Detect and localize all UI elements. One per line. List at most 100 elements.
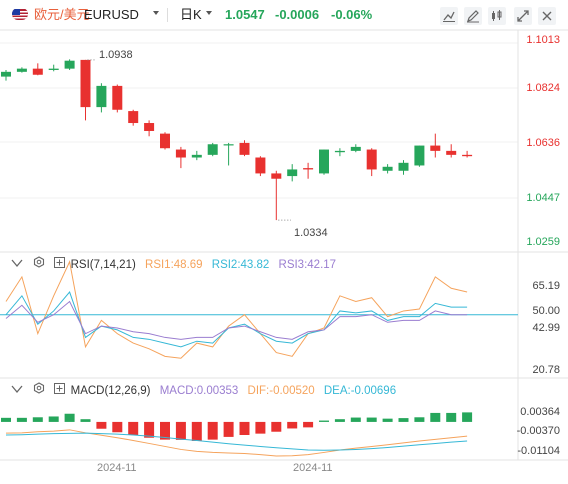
candle-body <box>430 145 441 151</box>
chevron-down-icon[interactable] <box>153 11 159 15</box>
macd-bar <box>191 421 202 441</box>
macd-bar <box>160 421 170 440</box>
eu-us-flag-icon <box>12 8 28 20</box>
candle-body <box>303 168 314 170</box>
price-tick: 1.0447 <box>526 192 560 204</box>
pencil-icon <box>467 10 479 23</box>
macd-bar <box>255 421 266 434</box>
candle-body <box>48 68 59 70</box>
gear-icon[interactable] <box>33 256 45 273</box>
macd-bar <box>398 418 409 422</box>
macd-bar <box>144 421 155 438</box>
dea-value: DEA:-0.00696 <box>323 384 397 397</box>
candle-body <box>207 144 218 155</box>
high-annotation: 1.0938 <box>99 49 133 61</box>
candle-body <box>191 154 202 158</box>
close-button[interactable] <box>538 7 556 25</box>
candle-body <box>32 68 43 75</box>
indicator-icon <box>443 11 455 22</box>
candle-body <box>96 85 107 108</box>
candle-body <box>64 60 75 69</box>
expand-box-icon[interactable] <box>54 256 66 273</box>
rsi2-value: RSI2:43.82 <box>211 258 270 271</box>
macd-tick: -0.00370 <box>516 425 560 437</box>
symbol-name[interactable]: 欧元/美元 <box>34 7 90 22</box>
candle-body <box>319 149 329 174</box>
macd-bar <box>462 412 473 422</box>
expand-box-icon[interactable] <box>54 382 66 399</box>
period-selector[interactable]: 日K <box>180 7 202 22</box>
candle-body <box>366 149 377 170</box>
macd-bar <box>16 417 27 422</box>
macd-bar <box>112 421 123 433</box>
rsi-title: RSI(7,14,21) <box>70 258 136 271</box>
macd-bar <box>430 412 441 422</box>
eye-icon[interactable] <box>10 383 24 399</box>
price-change-pct: -0.06% <box>331 7 373 22</box>
macd-bar <box>366 417 377 422</box>
fullscreen-button[interactable] <box>514 7 532 25</box>
candle-body <box>334 150 345 153</box>
dif-value: DIF:-0.00520 <box>247 384 315 397</box>
rsi-tick: 50.00 <box>532 305 560 317</box>
candle-body <box>382 166 393 171</box>
candle-body <box>16 68 27 72</box>
candle-body <box>112 85 123 110</box>
macd-header: MACD(12,26,9) MACD:0.00353 DIF:-0.00520 … <box>10 382 402 398</box>
low-annotation: 1.0334 <box>294 227 328 239</box>
candle-body <box>223 144 234 146</box>
close-icon <box>542 11 552 21</box>
dea-line <box>5 432 468 451</box>
symbol-code[interactable]: EURUSD <box>84 7 139 22</box>
eye-icon[interactable] <box>10 257 24 273</box>
rsi3-value: RSI3:42.17 <box>278 258 337 271</box>
macd-bar <box>223 421 234 437</box>
divider <box>167 8 168 22</box>
price-change: -0.0006 <box>275 7 320 22</box>
rsi-tick: 42.99 <box>532 322 560 334</box>
candle-body <box>287 169 298 177</box>
rsi-tick: 20.78 <box>532 364 560 376</box>
macd-bar <box>32 417 43 422</box>
macd-bar <box>1 417 11 422</box>
macd-bar <box>350 417 361 422</box>
candle-body <box>350 146 361 151</box>
period-chevron-down-icon[interactable] <box>206 11 212 15</box>
chart-type-button[interactable] <box>488 7 506 25</box>
macd-bar <box>207 421 218 440</box>
indicator-button[interactable] <box>440 7 458 25</box>
draw-tool-button[interactable] <box>464 7 482 25</box>
expand-icon <box>517 10 529 22</box>
rsi-tick: 65.19 <box>532 280 560 292</box>
last-price: 1.0547 <box>225 7 265 22</box>
macd-bar <box>334 419 345 422</box>
rsi2-line <box>5 291 468 348</box>
price-tick: 1.0636 <box>526 137 560 149</box>
candle-body <box>446 150 457 155</box>
macd-tick: 0.00364 <box>520 406 560 418</box>
macd-bar <box>414 417 425 422</box>
price-tick: 1.0824 <box>526 82 560 94</box>
macd-title: MACD(12,26,9) <box>70 384 151 397</box>
macd-tick: -0.01104 <box>517 445 560 457</box>
candle-body <box>398 162 409 171</box>
macd-bar <box>96 421 107 429</box>
dif-line <box>5 429 468 457</box>
candle-body <box>160 133 170 149</box>
macd-bar <box>48 416 59 422</box>
gear-icon[interactable] <box>33 382 45 399</box>
macd-bar <box>64 413 75 422</box>
macd-bar <box>175 421 186 440</box>
candle-body <box>128 111 139 124</box>
candle-body <box>239 142 250 155</box>
macd-bar <box>287 421 298 429</box>
macd-bar <box>303 421 314 428</box>
candle-body <box>271 173 282 179</box>
price-tick: 1.1013 <box>526 34 560 46</box>
macd-bar <box>382 418 393 422</box>
rsi3-line <box>5 300 468 340</box>
rsi1-line <box>5 260 468 359</box>
macd-value: MACD:0.00353 <box>159 384 239 397</box>
candle-body <box>255 157 266 174</box>
